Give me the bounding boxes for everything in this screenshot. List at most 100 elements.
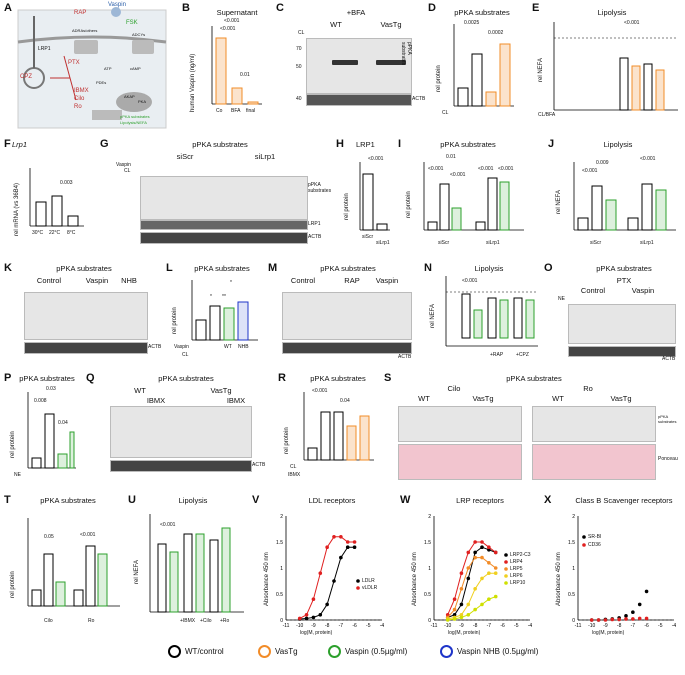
panel-j: J Lipolysis rel NEFA 0.009 <0.001 <0.001… [548, 138, 682, 250]
sig-label: 0.04 [58, 420, 68, 426]
sig-label: 0.05 [44, 534, 54, 540]
panel-title: LRP receptors [456, 496, 504, 505]
bar-chart-h [359, 162, 390, 231]
bar-chart-e [553, 22, 678, 111]
node-akap: AKAP [124, 94, 135, 99]
panel-title: Lipolysis [597, 8, 627, 17]
sig-label: * [230, 280, 232, 286]
bar-chart-i [423, 162, 524, 231]
panel-k: K pPKA substrates Control Vaspin NHB ACT… [4, 262, 164, 362]
group-label: Vaspin [375, 276, 399, 285]
data-point [339, 535, 343, 539]
x-tick: 22°C [49, 230, 61, 236]
data-point [480, 602, 484, 607]
data-point [311, 615, 316, 620]
x-tick: +Ro [220, 618, 230, 624]
panel-title: Lrp1 [12, 140, 28, 149]
sig-label: <0.001 [368, 156, 384, 162]
panel-label: O [544, 262, 553, 274]
x-tick-label: -6 [644, 623, 649, 629]
x-tick-label: -11 [575, 623, 582, 629]
y-tick-label: 0 [572, 618, 575, 624]
legend-circle-icon [258, 645, 271, 658]
sig-label: 0.003 [60, 180, 73, 186]
data-point [480, 555, 484, 560]
blot-right-label: pPKA substrates [658, 414, 677, 424]
data-point [480, 545, 484, 549]
data-point [452, 597, 457, 601]
data-point [318, 571, 323, 575]
panel-o: O pPKA substrates PTX Control Vaspin NE … [544, 262, 682, 362]
legend-label: Vaspin NHB (0.5µg/ml) [457, 647, 539, 656]
data-point [466, 613, 471, 617]
sig-label: <0.001 [224, 18, 240, 24]
group-label: Vaspin [85, 276, 109, 285]
data-point [473, 540, 477, 544]
kda-tick: 40 [296, 96, 302, 102]
actb-blot [568, 346, 676, 357]
x-tick-label: -5 [658, 623, 663, 629]
panel-b: B Supernatant human Vaspin (ng/ml) <0.00… [182, 2, 272, 122]
panel-label: L [166, 262, 173, 274]
y-tick-label: 0.5 [424, 592, 431, 598]
panel-label: X [544, 494, 552, 506]
x-tick: final [246, 108, 256, 114]
data-point [459, 571, 464, 575]
panel-title: Lipolysis [603, 140, 633, 149]
sig-label: 0.01 [446, 154, 456, 160]
blot-bottom-label: ACTB [412, 96, 426, 102]
panel-title: pPKA substrates [192, 140, 248, 149]
node-lipolysis: Lipolysis/NEFA [120, 120, 147, 125]
data-point [493, 571, 498, 575]
panel-u: U Lipolysis rel NEFA <0.001 +IBMX +Cilo … [128, 494, 248, 644]
panel-title: Class B Scavenger receptors [575, 496, 673, 505]
panel-title: pPKA substrates [40, 496, 96, 505]
y-tick-label: 2 [572, 514, 575, 520]
x-tick: +Cilo [200, 618, 212, 624]
x-tick: +CPZ [516, 352, 529, 358]
bar-chart-r [303, 392, 374, 461]
blot-right-label: pPKA substrates [308, 182, 332, 194]
row-label: CL [290, 464, 297, 470]
x-tick: 8°C [67, 230, 76, 236]
y-tick-label: 2 [428, 514, 431, 520]
node-pdes: PDEs [96, 80, 107, 85]
legend-marker [504, 581, 508, 585]
panel-x: X Class B Scavenger receptors Absorbance… [544, 494, 684, 644]
series-line-lrp4 [447, 541, 497, 616]
sig-label: <0.001 [478, 166, 494, 172]
western-blot-ro [532, 406, 656, 442]
sig-label: <0.001 [498, 166, 514, 172]
panel-label: T [4, 494, 11, 506]
sig-label: <0.001 [640, 156, 656, 162]
data-point [487, 571, 491, 575]
actb-blot [282, 342, 412, 354]
data-point [480, 540, 484, 544]
node-camp: cAMP [130, 66, 141, 71]
data-point [352, 540, 357, 544]
bar-chart-d [453, 24, 514, 107]
data-point [487, 545, 491, 549]
data-point [304, 616, 309, 621]
data-point [332, 579, 336, 583]
data-point [345, 540, 350, 544]
data-point [452, 613, 457, 617]
panel-label: M [268, 262, 278, 274]
group-label: Control [580, 286, 606, 295]
bar-chart-l [191, 280, 258, 341]
x-row-label: NE [14, 472, 21, 478]
sig-label: 0.0002 [488, 30, 504, 36]
x-tick: NHB [238, 344, 249, 350]
blot-bottom-label: ACTB [398, 354, 412, 360]
legend-entry: LRP5 [510, 566, 523, 572]
legend-label: Vaspin (0.5µg/ml) [345, 647, 408, 656]
x-tick-label: -10 [296, 623, 303, 629]
panel-title: pPKA substrates [454, 8, 510, 17]
group-label: WT [134, 386, 146, 395]
data-point [332, 535, 336, 539]
panel-label: E [532, 2, 540, 14]
bar-chart-b [211, 26, 262, 105]
x-tick-label: -10 [588, 623, 595, 629]
bar-chart-f [29, 168, 84, 227]
y-tick-label: 1.5 [424, 540, 431, 546]
